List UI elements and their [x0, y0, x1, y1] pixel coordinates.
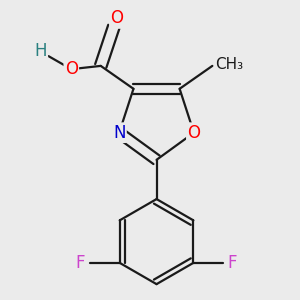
Text: CH₃: CH₃	[216, 57, 244, 72]
Text: O: O	[65, 60, 78, 78]
Text: N: N	[113, 124, 125, 142]
Text: F: F	[228, 254, 237, 272]
Text: O: O	[188, 124, 200, 142]
Text: O: O	[111, 10, 124, 28]
Text: F: F	[76, 254, 86, 272]
Text: H: H	[34, 42, 47, 60]
